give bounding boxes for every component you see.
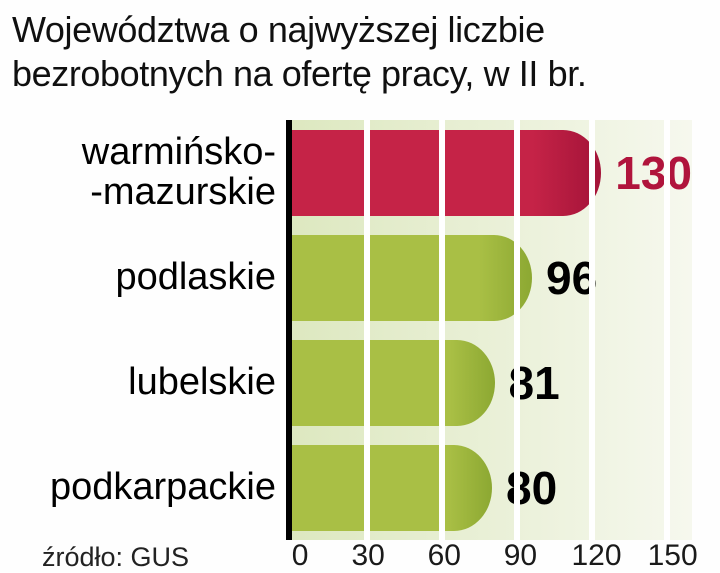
category-label-line: podkarpackie xyxy=(49,465,276,508)
bar-row: 130 xyxy=(292,120,692,225)
gridline xyxy=(514,120,520,540)
chart-title-line2: bezrobotnych na ofertę pracy, w II br. xyxy=(12,52,587,94)
x-tick: 30 xyxy=(351,539,385,572)
gridline xyxy=(364,120,370,540)
bar-lubelskie xyxy=(292,339,495,426)
x-tick: 120 xyxy=(571,539,622,572)
gridline xyxy=(439,120,445,540)
category-label-warminsko-mazurskie: warmińsko- -mazurskie xyxy=(0,120,286,225)
bar-warminsko-mazurskie xyxy=(292,129,602,216)
plot-area: 130 96 81 80 xyxy=(286,120,692,540)
bar-podlaskie xyxy=(292,234,532,321)
chart-title-line1: Województwa o najwyższej liczbie xyxy=(12,9,545,50)
category-labels: warmińsko- -mazurskie podlaskie lubelski… xyxy=(0,120,286,540)
category-label-lubelskie: lubelskie xyxy=(0,330,286,435)
x-tick: 90 xyxy=(503,539,538,572)
value-label-podlaskie: 96 xyxy=(546,251,598,304)
bar-row: 81 xyxy=(292,330,692,435)
bar-row: 80 xyxy=(292,435,692,540)
category-label-line: podlaskie xyxy=(115,255,276,298)
category-label-line: warmińsko- xyxy=(81,130,276,173)
x-tick: 150 xyxy=(647,539,698,572)
gridline xyxy=(589,120,595,540)
bar-podkarpackie xyxy=(292,444,492,531)
bar-chart: warmińsko- -mazurskie podlaskie lubelski… xyxy=(0,120,720,540)
x-axis-ticks: 0 30 60 90 120 150 xyxy=(292,540,698,572)
chart-title: Województwa o najwyższej liczbie bezrobo… xyxy=(12,8,712,96)
category-label-line: lubelskie xyxy=(128,360,276,403)
category-label-podkarpackie: podkarpackie xyxy=(0,435,286,540)
bar-row: 96 xyxy=(292,225,692,330)
x-tick: 0 xyxy=(291,539,309,572)
source-note: źródło: GUS xyxy=(42,542,190,572)
category-label-podlaskie: podlaskie xyxy=(0,225,286,330)
gridline xyxy=(664,120,670,540)
value-label-warminsko-mazurskie: 130 xyxy=(615,146,692,199)
category-label-line: -mazurskie xyxy=(90,170,276,213)
x-tick: 60 xyxy=(427,539,461,572)
